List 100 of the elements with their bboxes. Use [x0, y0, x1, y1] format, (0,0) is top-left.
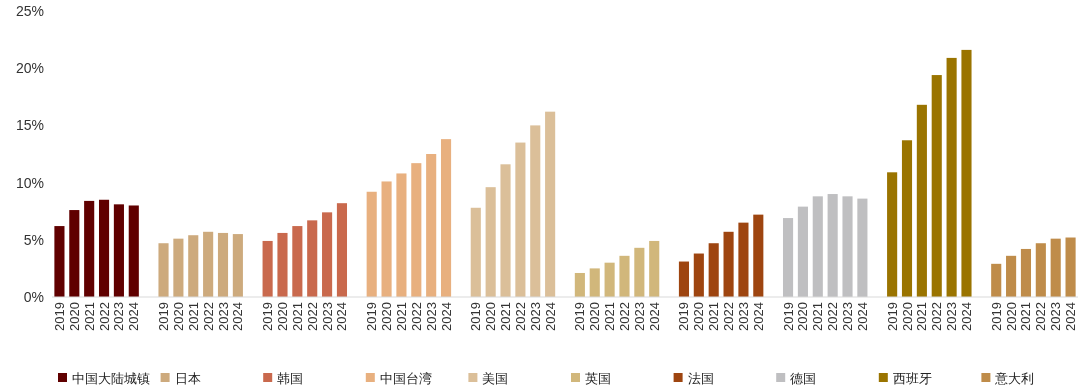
- bar: [589, 268, 600, 297]
- x-tick-label: 2023: [840, 302, 856, 331]
- x-tick-label: 2020: [66, 302, 82, 331]
- y-tick-label: 10%: [15, 174, 44, 191]
- bar: [842, 196, 853, 297]
- legend-label: 韩国: [277, 370, 304, 386]
- x-tick-label: 2019: [988, 302, 1004, 331]
- bar: [485, 187, 496, 297]
- x-tick-label: 2021: [1018, 302, 1034, 331]
- x-tick-label: 2023: [111, 302, 127, 331]
- bar: [1050, 238, 1061, 297]
- bar: [470, 207, 481, 297]
- x-tick-label: 2019: [51, 302, 67, 331]
- x-tick-label: 2020: [379, 302, 395, 331]
- bar: [366, 191, 377, 297]
- x-tick-label: 2019: [260, 302, 276, 331]
- x-tick-label: 2023: [423, 302, 439, 331]
- bar: [797, 206, 808, 297]
- bar: [678, 261, 690, 297]
- bar: [232, 234, 243, 297]
- legend-label: 德国: [790, 370, 817, 386]
- bar: [961, 49, 972, 297]
- x-tick-label: 2022: [1033, 302, 1049, 331]
- x-tick-label: 2023: [1048, 302, 1064, 331]
- x-tick-label: 2024: [542, 302, 558, 331]
- bar: [203, 231, 214, 297]
- legend-label: 日本: [174, 370, 201, 386]
- bar: [693, 253, 704, 297]
- y-tick-label: 0%: [23, 289, 44, 305]
- x-tick-label: 2024: [230, 302, 246, 331]
- x-tick-label: 2022: [408, 302, 424, 331]
- x-tick-label: 2021: [498, 302, 514, 331]
- bar: [1065, 237, 1076, 297]
- legend-label: 中国台湾: [379, 370, 432, 386]
- x-tick-label: 2023: [527, 302, 543, 331]
- bar: [530, 125, 541, 297]
- x-tick-label: 2022: [929, 302, 945, 331]
- bar: [69, 210, 80, 297]
- bar: [277, 232, 288, 297]
- x-tick-label: 2019: [364, 302, 380, 331]
- x-tick-label: 2022: [825, 302, 841, 331]
- x-tick-label: 2022: [512, 302, 528, 331]
- x-tick-label: 2024: [126, 302, 142, 331]
- bar: [901, 140, 913, 297]
- x-tick-label: 2022: [304, 302, 320, 331]
- x-tick-label: 2020: [274, 302, 290, 331]
- bar: [128, 205, 139, 297]
- bar: [217, 232, 229, 297]
- bar: [931, 75, 942, 297]
- bar: [426, 154, 437, 297]
- bar: [812, 196, 823, 297]
- x-tick-label: 2022: [96, 302, 112, 331]
- x-tick-label: 2019: [780, 302, 796, 331]
- bar: [1035, 243, 1046, 297]
- bar: [307, 220, 318, 297]
- bar: [604, 262, 615, 297]
- x-tick-label: 2021: [185, 302, 201, 331]
- y-tick-label: 25%: [15, 3, 44, 19]
- x-tick-label: 2021: [81, 302, 97, 331]
- x-tick-label: 2021: [706, 302, 722, 331]
- legend-label: 意大利: [994, 370, 1035, 386]
- bar: [991, 263, 1002, 297]
- bar: [336, 203, 348, 297]
- bar: [381, 181, 392, 297]
- x-tick-label: 2020: [170, 302, 186, 331]
- y-tick-label: 15%: [15, 117, 44, 134]
- bar: [857, 198, 868, 297]
- bar: [887, 172, 898, 297]
- x-tick-label: 2021: [393, 302, 409, 331]
- legend-label: 中国大陆城镇: [72, 370, 150, 386]
- bar: [708, 243, 719, 297]
- x-tick-label: 2022: [616, 302, 632, 331]
- x-tick-label: 2022: [721, 302, 737, 331]
- bar: [634, 247, 645, 297]
- x-tick-label: 2020: [691, 302, 707, 331]
- x-tick-label: 2022: [200, 302, 216, 331]
- x-tick-label: 2023: [631, 302, 647, 331]
- x-tick-label: 2023: [735, 302, 751, 331]
- bar: [1006, 255, 1017, 297]
- bar: [440, 139, 452, 297]
- x-tick-label: 2021: [914, 302, 930, 331]
- x-tick-label: 2019: [676, 302, 692, 331]
- x-tick-label: 2024: [958, 302, 974, 331]
- legend-label: 英国: [585, 370, 611, 386]
- bar: [262, 240, 273, 297]
- x-tick-label: 2019: [572, 302, 588, 331]
- bar: [322, 212, 333, 297]
- y-tick-label: 5%: [23, 231, 44, 248]
- legend-label: 法国: [687, 370, 714, 386]
- bar: [113, 204, 124, 297]
- bar: [54, 226, 65, 297]
- x-tick-label: 2019: [468, 302, 484, 331]
- bar: [827, 194, 838, 297]
- x-tick-label: 2021: [602, 302, 618, 331]
- x-tick-label: 2024: [438, 302, 454, 331]
- x-tick-label: 2020: [899, 302, 915, 331]
- legend-label: 西班牙: [892, 370, 932, 386]
- x-tick-label: 2024: [854, 302, 870, 331]
- bar: [946, 57, 957, 297]
- x-tick-label: 2021: [289, 302, 305, 331]
